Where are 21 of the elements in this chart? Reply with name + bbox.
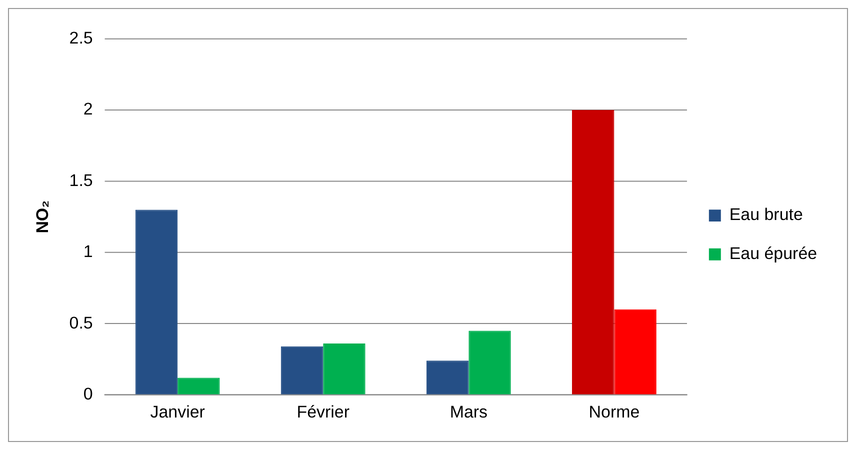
bar [135,210,178,394]
bar [323,344,366,394]
y-tick-label: 0.5 [69,313,93,332]
bar [178,378,220,394]
x-tick-label: Mars [450,402,488,422]
bar [280,346,324,394]
bar [468,330,511,394]
y-tick-label: 2.5 [69,28,93,48]
y-tick-label: 1.5 [69,170,93,190]
y-tick-label: 2 [83,100,93,119]
y-tick-label: 1 [83,242,93,262]
x-tick-label: Février [296,402,350,422]
legend-label: Eau brute [729,205,803,224]
y-axis-title: NO₂ [32,200,52,234]
bar [572,110,614,394]
x-tick-label: Norme [588,402,640,422]
legend-label: Eau épurée [729,244,818,264]
x-tick-label: Janvier [150,402,206,422]
bar [614,309,656,394]
bar [426,360,469,394]
y-tick-label: 0 [83,384,93,404]
